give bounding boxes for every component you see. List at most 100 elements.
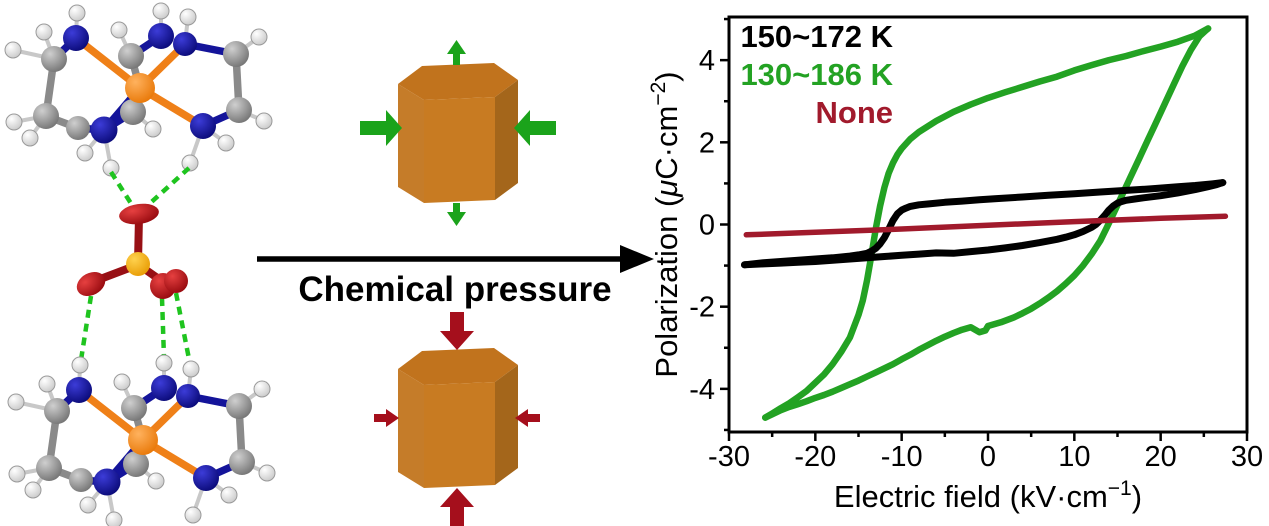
- x-tick-label: 0: [980, 441, 996, 473]
- x-tick-label: -30: [708, 441, 750, 473]
- carbon-atom: [36, 455, 62, 481]
- y-tick-label: -2: [689, 292, 715, 324]
- hydrogen-atom: [258, 464, 276, 482]
- curve-150-172-k-branch-2: [741, 179, 1227, 269]
- nitrogen-atom: [63, 25, 89, 51]
- hydrogen-atom: [76, 144, 94, 162]
- carbon-atom: [223, 41, 249, 67]
- curve-130-186-k-branch-1: [762, 25, 1212, 421]
- curve-130-186-k-branch-2: [762, 25, 1212, 421]
- prism-right-face: [495, 365, 518, 485]
- prism-compressed: [374, 312, 540, 526]
- hydrogen-atom: [182, 360, 200, 378]
- carbon-atom: [121, 395, 147, 421]
- prism-front-face: [424, 97, 495, 203]
- arrow-up-head-icon: [447, 40, 466, 54]
- oxygen-atom: [164, 269, 188, 293]
- x-axis-title: Electric field (kV·cm−1): [834, 477, 1142, 514]
- arrow-right-shaft: [374, 414, 386, 422]
- nitrogen-atom: [151, 375, 177, 401]
- carbon-atom: [33, 103, 59, 129]
- nitrogen-atom: [93, 468, 121, 496]
- hydrogen-atom: [5, 113, 23, 131]
- x-tick-label: -20: [794, 441, 836, 473]
- metal-amine-complex-bottom: [7, 354, 276, 526]
- hydrogen-atom: [38, 375, 56, 393]
- hydrogen-atom: [155, 354, 173, 372]
- hydrogen-atom: [217, 134, 235, 152]
- pressure-panel: Chemical pressure: [257, 40, 654, 526]
- hydrogen-bond-dashed: [173, 292, 193, 365]
- x-tick-label: 30: [1231, 441, 1263, 473]
- carbon-atom: [226, 393, 252, 419]
- hydrogen-bond-dashed: [159, 297, 167, 359]
- hydrogen-atom: [71, 356, 89, 374]
- arrow-left-shaft: [528, 414, 540, 422]
- arrow-up-head-icon: [440, 488, 474, 507]
- hydrogen-atom: [110, 21, 128, 39]
- reaction-arrow-label: Chemical pressure: [298, 270, 611, 309]
- hydrogen-bond-dashes: [78, 166, 193, 365]
- nitrogen-atom: [193, 465, 219, 491]
- arrow-down-shaft: [450, 312, 464, 331]
- nitrogen-atom: [148, 23, 174, 49]
- prism-top-face: [398, 348, 518, 385]
- hydrogen-atom: [144, 120, 162, 138]
- arrow-up-shaft: [450, 507, 464, 526]
- carbon-atom: [118, 43, 144, 69]
- lateral-compression-arrows: [360, 110, 556, 146]
- hydrogen-atom: [24, 481, 42, 499]
- hydrogen-atom: [21, 129, 39, 147]
- legend-entry-130-186-k: 130~186 K: [740, 57, 893, 92]
- nitrogen-atom: [173, 32, 197, 56]
- arrow-up-shaft: [453, 53, 460, 65]
- carbon-atom: [44, 398, 70, 424]
- carbon-atom: [229, 449, 255, 475]
- prism-expanded: [360, 40, 556, 226]
- reaction-arrow: [257, 245, 654, 273]
- hydrogen-atom: [105, 511, 123, 526]
- x-tick-label: -10: [881, 441, 923, 473]
- hydrogen-atom: [220, 486, 238, 504]
- legend-entry-150-172-k: 150~172 K: [740, 19, 893, 54]
- prism-left-face: [398, 369, 424, 488]
- metal-atom: [128, 425, 158, 455]
- carbon-atom: [69, 468, 93, 492]
- anion-center-atom: [126, 252, 150, 276]
- axis-ticks: [720, 17, 1249, 441]
- hydrogen-atom: [255, 112, 273, 130]
- carbon-atom: [66, 116, 90, 140]
- hydrogen-atom: [184, 506, 202, 524]
- prism-right-face: [495, 80, 518, 200]
- oxyanion-group: [76, 203, 188, 299]
- prism-left-face: [398, 84, 424, 203]
- hydrogen-atom: [7, 393, 25, 411]
- x-tick-label: 20: [1145, 441, 1177, 473]
- hydrogen-atom: [147, 472, 165, 490]
- metal-atom: [125, 73, 155, 103]
- hydrogen-bond-dashed: [145, 166, 191, 208]
- legend-entry-none: None: [816, 95, 894, 130]
- arrow-left-shaft: [360, 121, 386, 135]
- nitrogen-atom: [90, 116, 118, 144]
- carbon-atom: [123, 451, 149, 477]
- hydrogen-atom: [152, 2, 170, 20]
- hydrogen-atom: [4, 41, 22, 59]
- carbon-atom: [226, 97, 252, 123]
- hydrogen-atom: [68, 4, 86, 22]
- carbon-atom: [41, 46, 67, 72]
- reaction-arrow-head-icon: [620, 245, 654, 273]
- arrow-right-shaft: [530, 121, 556, 135]
- arrow-right-head-icon: [386, 409, 399, 427]
- y-axis-title: Polarization (μC·cm−2): [647, 71, 684, 377]
- hydrogen-atom: [8, 465, 26, 483]
- x-tick-label: 10: [1058, 441, 1090, 473]
- y-tick-label: 0: [699, 210, 715, 242]
- axial-expansion-arrows: [447, 40, 466, 226]
- arrow-left-head-icon: [386, 110, 402, 146]
- curves: [741, 25, 1229, 421]
- hydrogen-atom: [253, 380, 271, 398]
